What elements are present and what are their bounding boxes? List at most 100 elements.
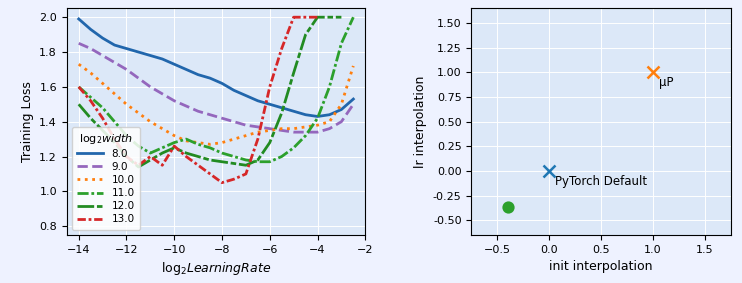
9.0 xyxy=(86,47,95,50)
8.0 xyxy=(253,99,262,102)
13.0 xyxy=(313,16,322,19)
10.0 xyxy=(241,134,250,137)
8.0 xyxy=(301,113,310,116)
8.0 xyxy=(337,108,346,111)
13.0 xyxy=(241,172,250,176)
12.0 xyxy=(194,155,203,158)
11.0 xyxy=(74,85,83,89)
13.0 xyxy=(170,144,179,148)
11.0 xyxy=(337,42,346,45)
9.0 xyxy=(122,68,131,71)
10.0 xyxy=(98,82,107,85)
13.0 xyxy=(86,99,95,102)
9.0 xyxy=(182,104,191,108)
11.0 xyxy=(301,134,310,137)
10.0 xyxy=(146,120,155,123)
8.0 xyxy=(194,73,203,76)
12.0 xyxy=(266,141,275,144)
12.0 xyxy=(170,146,179,149)
10.0 xyxy=(158,127,167,130)
10.0 xyxy=(289,127,298,130)
X-axis label: init interpolation: init interpolation xyxy=(549,260,653,273)
12.0 xyxy=(289,71,298,75)
8.0 xyxy=(158,57,167,61)
Y-axis label: lr interpolation: lr interpolation xyxy=(414,76,427,168)
11.0 xyxy=(98,106,107,110)
9.0 xyxy=(289,130,298,134)
11.0 xyxy=(325,85,334,89)
11.0 xyxy=(278,155,286,158)
9.0 xyxy=(146,85,155,89)
9.0 xyxy=(134,76,143,80)
9.0 xyxy=(206,113,214,116)
11.0 xyxy=(289,146,298,149)
12.0 xyxy=(158,151,167,155)
12.0 xyxy=(313,16,322,19)
9.0 xyxy=(194,110,203,113)
11.0 xyxy=(158,146,167,149)
8.0 xyxy=(266,102,275,106)
10.0 xyxy=(337,102,346,106)
9.0 xyxy=(325,127,334,130)
11.0 xyxy=(110,120,119,123)
8.0 xyxy=(278,106,286,110)
9.0 xyxy=(349,102,358,106)
10.0 xyxy=(266,129,275,132)
11.0 xyxy=(134,144,143,148)
Line: 11.0: 11.0 xyxy=(79,17,353,162)
13.0 xyxy=(110,138,119,141)
9.0 xyxy=(158,92,167,96)
8.0 xyxy=(206,76,214,80)
8.0 xyxy=(313,115,322,118)
Line: 10.0: 10.0 xyxy=(79,64,353,144)
12.0 xyxy=(74,102,83,106)
12.0 xyxy=(122,155,131,158)
12.0 xyxy=(134,165,143,169)
11.0 xyxy=(146,151,155,155)
11.0 xyxy=(170,141,179,144)
13.0 xyxy=(74,85,83,89)
9.0 xyxy=(217,117,226,120)
X-axis label: log$_2$$\it{LearningRate}$: log$_2$$\it{LearningRate}$ xyxy=(161,260,271,277)
10.0 xyxy=(86,71,95,75)
11.0 xyxy=(313,117,322,120)
13.0 xyxy=(301,16,310,19)
13.0 xyxy=(266,85,275,89)
8.0 xyxy=(289,110,298,113)
13.0 xyxy=(98,117,107,120)
9.0 xyxy=(241,123,250,127)
13.0 xyxy=(253,138,262,141)
10.0 xyxy=(313,123,322,127)
9.0 xyxy=(170,99,179,102)
Y-axis label: Training Loss: Training Loss xyxy=(21,81,33,162)
10.0 xyxy=(229,138,238,141)
13.0 xyxy=(122,155,131,158)
Line: 12.0: 12.0 xyxy=(79,17,341,167)
8.0 xyxy=(182,68,191,71)
9.0 xyxy=(74,42,83,45)
11.0 xyxy=(217,151,226,155)
10.0 xyxy=(206,143,214,146)
8.0 xyxy=(170,63,179,66)
8.0 xyxy=(229,89,238,92)
10.0 xyxy=(74,63,83,66)
8.0 xyxy=(122,47,131,50)
8.0 xyxy=(146,54,155,57)
12.0 xyxy=(301,33,310,36)
10.0 xyxy=(170,134,179,137)
9.0 xyxy=(313,130,322,134)
11.0 xyxy=(349,16,358,19)
9.0 xyxy=(301,130,310,134)
9.0 xyxy=(337,120,346,123)
11.0 xyxy=(206,146,214,149)
12.0 xyxy=(241,164,250,167)
10.0 xyxy=(134,111,143,115)
12.0 xyxy=(146,158,155,162)
13.0 xyxy=(194,164,203,167)
12.0 xyxy=(278,111,286,115)
10.0 xyxy=(182,139,191,143)
9.0 xyxy=(229,120,238,123)
12.0 xyxy=(182,151,191,155)
Legend: 8.0, 9.0, 10.0, 11.0, 12.0, 13.0: 8.0, 9.0, 10.0, 11.0, 12.0, 13.0 xyxy=(72,127,140,230)
12.0 xyxy=(217,160,226,164)
